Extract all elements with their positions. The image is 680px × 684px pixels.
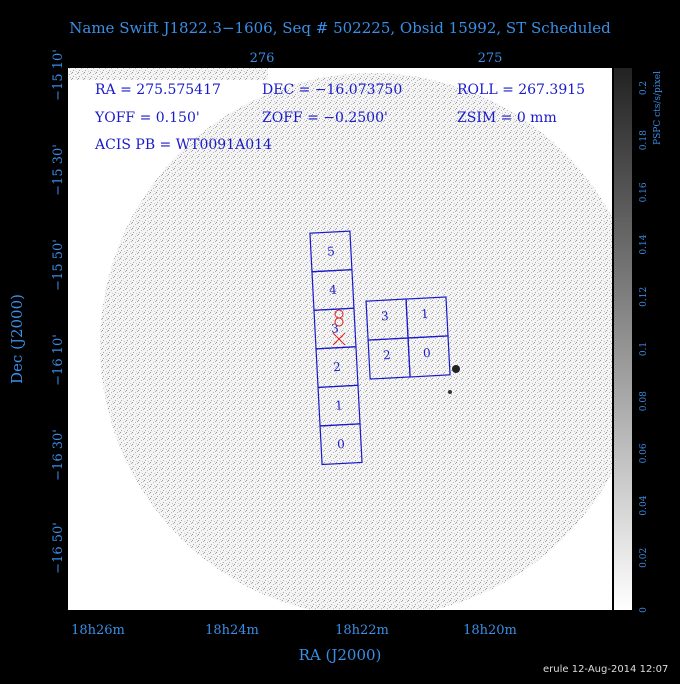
footer: erule 12-Aug-2014 12:07 <box>543 664 668 675</box>
colorbar-tick-label: 0.12 <box>639 287 649 307</box>
left-tick-label: −16 10' <box>51 334 66 386</box>
info-line: ACIS PB = WT0091A014 <box>94 137 272 153</box>
chip-label: 1 <box>421 307 429 321</box>
title: Name Swift J1822.3−1606, Seq # 502225, O… <box>69 19 611 37</box>
colorbar-tick-label: 0.1 <box>639 342 649 356</box>
info-line: ZSIM = 0 mm <box>457 110 557 126</box>
colorbar-tick-label: 0.02 <box>639 548 649 568</box>
left-tick-label: −15 10' <box>51 49 66 101</box>
top-tick-label: 275 <box>478 51 503 66</box>
colorbar-tick-label: 0 <box>639 607 649 613</box>
colorbar-label: PSPC cts/s/pixel <box>653 71 663 145</box>
chip-label: 5 <box>327 244 335 258</box>
left-tick-label: −16 50' <box>51 522 66 574</box>
labels: RA = 275.575417 DEC = −16.073750 ROLL = 26… <box>51 49 663 638</box>
chip-column: 5 4 3 2 1 0 <box>309 230 363 466</box>
colorbar-tick-label: 0.14 <box>639 234 649 254</box>
info-line: RA = 275.575417 <box>95 82 221 98</box>
bright-source <box>452 365 460 373</box>
source <box>448 390 452 394</box>
chip-label: 0 <box>337 437 345 451</box>
chip-label: 2 <box>333 360 341 374</box>
chip-label: 3 <box>381 309 389 323</box>
chip-label: 3 <box>331 321 339 335</box>
chip <box>407 335 451 378</box>
colorbar-tick-label: 0.08 <box>639 391 649 411</box>
info-line: ROLL = 267.3915 <box>457 82 585 98</box>
info-line: YOFF = 0.150' <box>94 110 200 126</box>
bottom-tick-label: 18h24m <box>205 623 259 638</box>
chip-label: 2 <box>383 348 391 362</box>
chip <box>319 423 363 466</box>
bottom-tick-label: 18h26m <box>71 623 125 638</box>
chip-group: 3 1 2 0 <box>365 296 451 380</box>
left-tick-label: −16 30' <box>51 429 66 481</box>
colorbar-tick-label: 0.06 <box>639 443 649 463</box>
bottom-tick-label: 18h22m <box>335 623 389 638</box>
colorbar-tick-label: 0.2 <box>639 81 649 95</box>
y-axis-label: Dec (J2000) <box>8 294 26 384</box>
colorbar-tick-label: 0.04 <box>639 495 649 515</box>
colorbar-tick-label: 0.16 <box>639 182 649 202</box>
info-line: ZOFF = −0.2500' <box>262 110 388 126</box>
sky-disk <box>100 73 612 610</box>
x-axis-label: RA (J2000) <box>299 646 382 664</box>
left-tick-label: −15 30' <box>51 144 66 196</box>
chip-label: 0 <box>423 346 431 360</box>
info-line: DEC = −16.073750 <box>262 82 402 98</box>
target-marker <box>332 309 346 346</box>
left-tick-label: −15 50' <box>51 239 66 291</box>
bottom-tick-label: 18h20m <box>463 623 517 638</box>
colorbar-tick-label: 0.18 <box>639 130 649 150</box>
chip-overlay: 5 4 3 2 1 0 3 1 2 0 <box>309 230 451 466</box>
colorbar <box>614 68 632 610</box>
sky-strip <box>68 68 268 80</box>
chip-label: 1 <box>335 398 343 412</box>
top-tick-label: 276 <box>250 51 275 66</box>
chip-label: 4 <box>329 283 338 297</box>
